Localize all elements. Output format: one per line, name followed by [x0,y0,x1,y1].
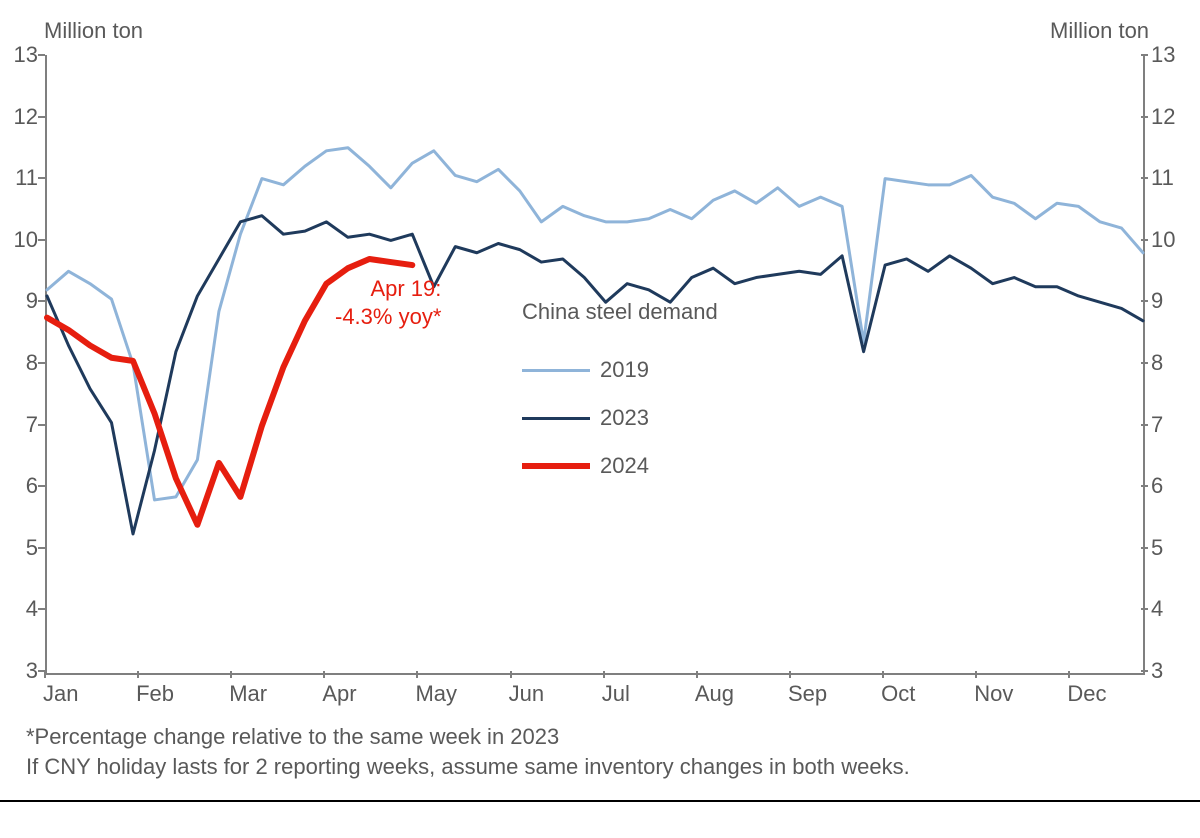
y-tick-mark-left [38,485,45,487]
x-tick-mark [323,671,325,678]
legend-item: 2024 [522,453,718,479]
y-tick-mark-left [38,116,45,118]
legend-label: 2023 [600,405,649,431]
y-tick-label-right: 3 [1151,658,1163,684]
x-tick-label: Jun [509,681,544,707]
plot-area: Apr 19: -4.3% yoy* China steel demand 20… [45,55,1145,675]
legend-item: 2023 [522,405,718,431]
y-tick-mark-left [38,54,45,56]
x-tick-mark [603,671,605,678]
y-tick-label-right: 11 [1151,165,1174,191]
x-tick-label: Oct [881,681,915,707]
y-tick-label-left: 7 [0,412,38,438]
legend-swatch [522,369,590,372]
y-tick-label-right: 7 [1151,412,1163,438]
y-tick-mark-left [38,362,45,364]
y-tick-label-left: 10 [0,227,38,253]
legend-swatch [522,463,590,469]
y-tick-label-right: 12 [1151,104,1175,130]
x-tick-mark [696,671,698,678]
x-tick-label: May [415,681,457,707]
x-tick-mark [44,671,46,678]
y-tick-label-right: 10 [1151,227,1175,253]
y-tick-mark-right [1141,547,1148,549]
x-tick-mark [975,671,977,678]
y-tick-mark-left [38,547,45,549]
y-tick-label-right: 8 [1151,350,1163,376]
y-tick-mark-right [1141,239,1148,241]
y-tick-mark-right [1141,670,1148,672]
x-tick-mark [230,671,232,678]
y-tick-mark-left [38,177,45,179]
x-tick-label: Dec [1067,681,1106,707]
y-tick-label-left: 6 [0,473,38,499]
y-tick-label-right: 6 [1151,473,1163,499]
x-tick-label: Aug [695,681,734,707]
y-tick-mark-right [1141,485,1148,487]
y-tick-mark-right [1141,424,1148,426]
y-tick-label-right: 9 [1151,288,1163,314]
x-tick-label: Jan [43,681,78,707]
y-axis-title-right: Million ton [1050,18,1149,44]
footnote-line1: *Percentage change relative to the same … [26,722,559,752]
y-tick-mark-right [1141,608,1148,610]
x-tick-mark [416,671,418,678]
x-tick-label: Nov [974,681,1013,707]
x-tick-mark [789,671,791,678]
legend-label: 2019 [600,357,649,383]
x-tick-label: Mar [229,681,267,707]
y-tick-mark-left [38,300,45,302]
y-tick-label-left: 8 [0,350,38,376]
annotation-line2: -4.3% yoy* [335,303,441,331]
y-tick-label-left: 5 [0,535,38,561]
y-tick-mark-right [1141,116,1148,118]
legend-swatch [522,417,590,420]
y-tick-label-left: 13 [0,42,38,68]
y-tick-mark-right [1141,300,1148,302]
legend-label: 2024 [600,453,649,479]
legend-item: 2019 [522,357,718,383]
legend: China steel demand 2019 2023 2024 [522,299,718,501]
y-tick-label-right: 4 [1151,596,1163,622]
x-tick-label: Sep [788,681,827,707]
y-tick-label-left: 12 [0,104,38,130]
footnote-line2: If CNY holiday lasts for 2 reporting wee… [26,752,910,782]
chart-frame: Million ton Million ton Apr 19: -4.3% yo… [0,0,1200,838]
x-tick-label: Feb [136,681,174,707]
y-tick-mark-left [38,239,45,241]
y-tick-mark-right [1141,362,1148,364]
y-tick-label-right: 5 [1151,535,1163,561]
legend-title: China steel demand [522,299,718,325]
y-tick-label-left: 3 [0,658,38,684]
annotation-line1: Apr 19: [335,275,441,303]
x-tick-mark [882,671,884,678]
y-tick-mark-right [1141,177,1148,179]
bottom-border-line [0,800,1200,802]
x-tick-mark [137,671,139,678]
x-tick-label: Jul [602,681,630,707]
y-tick-label-left: 9 [0,288,38,314]
y-tick-label-right: 13 [1151,42,1175,68]
y-tick-label-left: 11 [0,165,38,191]
x-tick-mark [1068,671,1070,678]
y-tick-label-left: 4 [0,596,38,622]
x-tick-label: Apr [322,681,356,707]
y-tick-mark-left [38,424,45,426]
y-tick-mark-left [38,608,45,610]
y-tick-mark-right [1141,54,1148,56]
x-tick-mark [510,671,512,678]
y-axis-title-left: Million ton [44,18,143,44]
annotation-apr19: Apr 19: -4.3% yoy* [335,275,441,331]
